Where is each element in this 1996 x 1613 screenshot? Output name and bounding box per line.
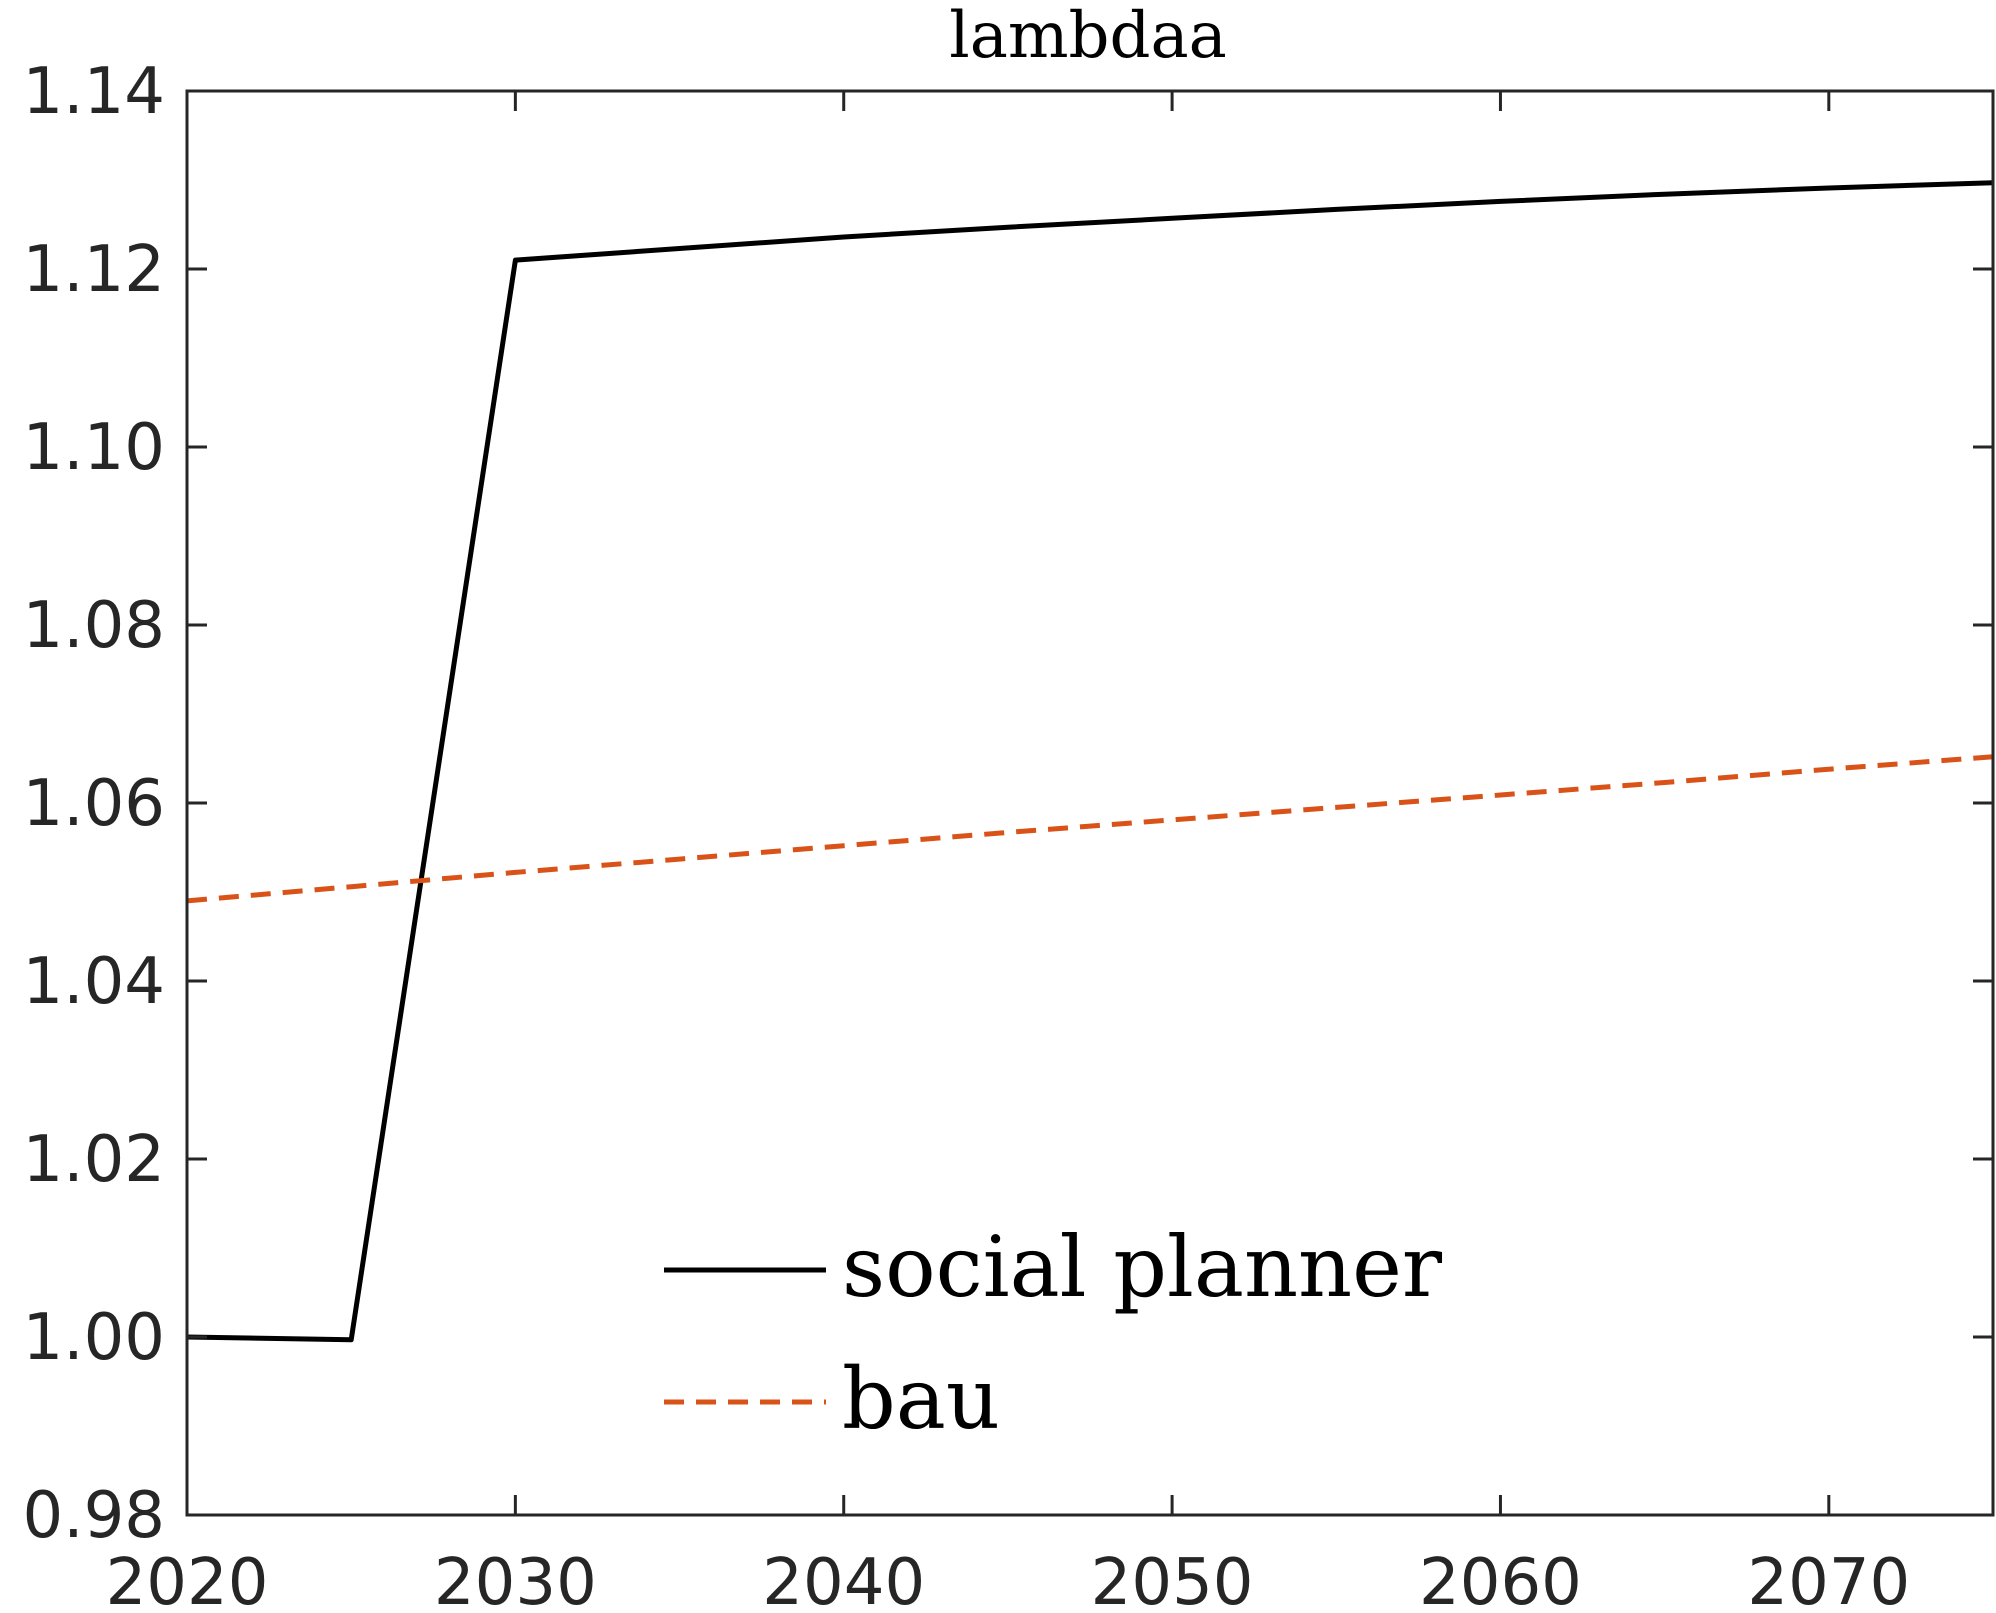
x-tick-label: 2050 [1091,1546,1254,1613]
legend: social planner bau [664,1218,1443,1448]
y-tick-label: 1.06 [23,767,166,841]
y-tick-label: 1.02 [23,1123,166,1197]
x-tick-label: 2030 [434,1546,597,1613]
y-tick-label: 1.00 [23,1301,166,1375]
chart-title: lambdaa [949,0,1227,73]
legend-label-1: bau [842,1350,1000,1448]
series-line-0 [186,180,1994,1343]
x-tick-label: 2060 [1419,1546,1582,1613]
y-tick-label: 1.10 [23,411,166,485]
series-line-1 [186,754,1994,904]
legend-label-0: social planner [842,1218,1443,1316]
series-layer [186,180,1994,1343]
y-tick-label: 1.14 [23,55,166,129]
y-tick-label: 1.08 [23,589,166,663]
x-tick-label: 2070 [1747,1546,1910,1613]
y-axis-tick-labels: 0.98 1.00 1.02 1.04 1.06 1.08 1.10 1.12 1.14 [23,55,166,1553]
x-tick-label: 2020 [106,1546,269,1613]
axis-ticks [185,89,1993,1517]
y-tick-label: 1.04 [23,945,166,1019]
y-tick-label: 1.12 [23,233,166,307]
x-tick-label: 2040 [762,1546,925,1613]
y-tick-label: 0.98 [23,1479,166,1553]
x-axis-tick-labels: 2020 2030 2040 2050 2060 2070 [106,1546,1911,1613]
